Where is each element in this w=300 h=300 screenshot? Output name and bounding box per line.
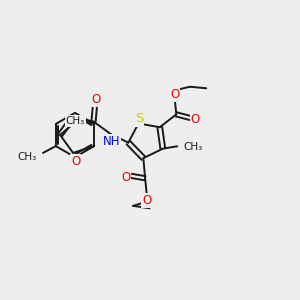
Text: CH₃: CH₃	[65, 116, 85, 126]
Text: O: O	[121, 171, 130, 184]
Text: O: O	[71, 154, 80, 167]
Text: CH₃: CH₃	[183, 142, 202, 152]
Text: S: S	[135, 112, 143, 125]
Text: O: O	[91, 94, 100, 106]
Text: NH: NH	[103, 135, 120, 148]
Text: O: O	[191, 113, 200, 126]
Text: O: O	[142, 194, 151, 207]
Text: O: O	[170, 88, 179, 101]
Text: CH₃: CH₃	[17, 152, 36, 162]
